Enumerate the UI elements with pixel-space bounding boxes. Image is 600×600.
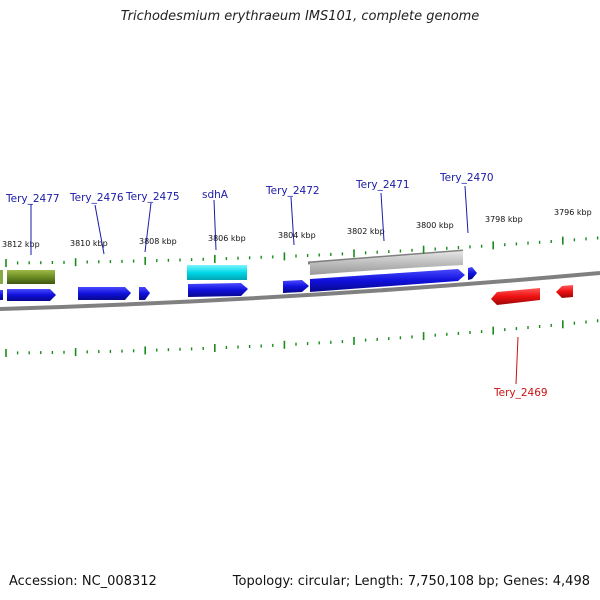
gene-label-tery-2476[interactable]: Tery_2476 xyxy=(69,192,124,204)
accession-value: NC_008312 xyxy=(81,574,157,589)
gene-label-tery-2469[interactable]: Tery_2469 xyxy=(493,387,548,399)
scale-label-3812: 3812 kbp xyxy=(2,240,40,249)
gene-arrow-sdha[interactable] xyxy=(188,283,248,297)
scale-label-3804: 3804 kbp xyxy=(278,231,316,240)
gene-arrow-tery-2469[interactable] xyxy=(491,288,540,305)
gene-arrow-left-edge[interactable] xyxy=(0,290,3,300)
genes-value: 4,498 xyxy=(552,574,590,589)
sdha-feature-box[interactable] xyxy=(187,265,247,280)
genome-backbone xyxy=(0,271,600,311)
feature-arc-backbone xyxy=(307,249,464,265)
gene-label-tery-2470[interactable]: Tery_2470 xyxy=(439,172,494,184)
length-value: 7,750,108 bp xyxy=(407,574,495,589)
gene-label-tery-2472[interactable]: Tery_2472 xyxy=(265,185,320,197)
map-title: Trichodesmium erythraeum IMS101, complet… xyxy=(120,9,480,24)
misc-feature-box[interactable] xyxy=(310,251,463,275)
gene-arrow-tery-2471[interactable] xyxy=(310,269,465,292)
label-leader-lines xyxy=(30,185,519,385)
gene-label-tery-2471[interactable]: Tery_2471 xyxy=(355,179,410,191)
forward-genes xyxy=(0,267,477,301)
accession-label: Accession: xyxy=(9,574,78,589)
scale-label-3808: 3808 kbp xyxy=(139,237,177,246)
scale-label-3800: 3800 kbp xyxy=(416,221,454,230)
scale-label-3796: 3796 kbp xyxy=(554,208,592,217)
gene-label-sdha[interactable]: sdhA xyxy=(202,189,229,201)
scale-label-3806: 3806 kbp xyxy=(208,234,246,243)
gene-arrow-tery-2472[interactable] xyxy=(283,280,309,293)
gene-label-tery-2475[interactable]: Tery_2475 xyxy=(125,191,180,203)
topology-label: Topology: xyxy=(232,574,294,589)
gene-arrow-tery-2477[interactable] xyxy=(7,289,56,301)
scale-ticks-lower xyxy=(5,319,599,357)
gene-arrow-tery-2476[interactable] xyxy=(78,287,131,300)
length-label: Length: xyxy=(354,574,404,589)
reverse-genes xyxy=(491,285,573,305)
gene-arrow-tery-2475[interactable] xyxy=(139,287,150,300)
accession-info: Accession: NC_008312 xyxy=(9,574,157,589)
genes-label: Genes: xyxy=(503,574,549,589)
scale-label-3802: 3802 kbp xyxy=(347,227,385,236)
scale-labels: 3812 kbp 3810 kbp 3808 kbp 3806 kbp 3804… xyxy=(2,208,592,249)
genome-stats: Topology: circular; Length: 7,750,108 bp… xyxy=(232,574,590,589)
rna-feature[interactable] xyxy=(7,270,55,284)
scale-label-3798: 3798 kbp xyxy=(485,215,523,224)
gene-arrow-tery-2470[interactable] xyxy=(468,267,477,280)
gene-label-tery-2477[interactable]: Tery_2477 xyxy=(5,193,60,205)
gene-arrow-reverse-right[interactable] xyxy=(556,285,573,298)
rna-feature-edge xyxy=(0,270,3,284)
topology-value: circular xyxy=(297,574,346,589)
scale-ticks-upper xyxy=(5,236,599,267)
gene-labels: Tery_2477 Tery_2476 Tery_2475 sdhA Tery_… xyxy=(5,172,548,399)
scale-label-3810: 3810 kbp xyxy=(70,239,108,248)
